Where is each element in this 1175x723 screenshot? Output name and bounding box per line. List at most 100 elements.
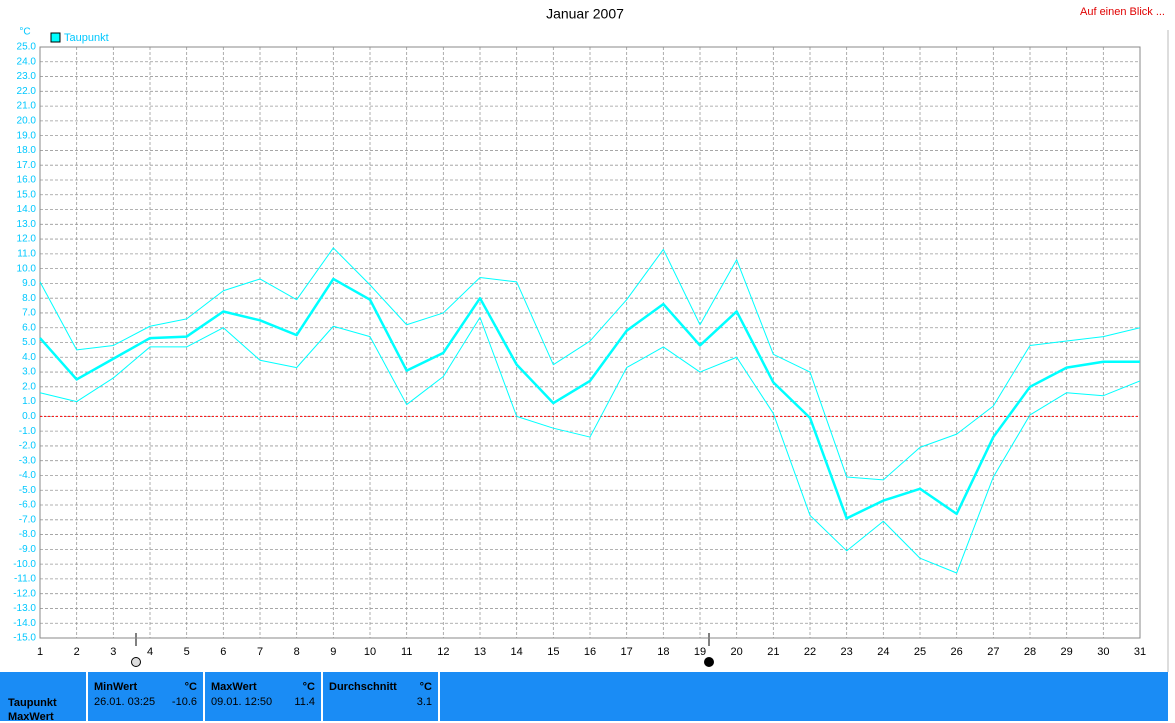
x-tick-label: 24: [877, 646, 889, 658]
y-tick-label: 12.0: [17, 234, 37, 245]
y-tick-label: 25.0: [17, 42, 37, 53]
x-tick-label: 12: [437, 646, 449, 658]
y-tick-label: -6.0: [19, 500, 37, 511]
x-tick-label: 15: [547, 646, 559, 658]
x-tick-label: 30: [1097, 646, 1109, 658]
full-moon-icon: [131, 657, 141, 667]
y-tick-label: -12.0: [13, 588, 36, 599]
x-tick-label: 14: [511, 646, 523, 658]
y-tick-label: -10.0: [13, 559, 36, 570]
x-tick-label: 29: [1061, 646, 1073, 658]
y-tick-label: 23.0: [17, 71, 37, 82]
y-tick-label: 24.0: [17, 56, 37, 67]
y-tick-label: 11.0: [17, 248, 36, 259]
x-tick-label: 8: [294, 646, 300, 658]
plot-area: [39, 46, 1141, 639]
overview-link[interactable]: Auf einen Blick ...: [1080, 6, 1165, 18]
x-tick-label: 28: [1024, 646, 1036, 658]
time: 26.01. 03:25: [94, 696, 156, 708]
x-tick-label: 25: [914, 646, 926, 658]
x-tick-label: 5: [184, 646, 190, 658]
series-line: [39, 277, 1140, 520]
series-max-line: [39, 247, 1141, 481]
y-tick-label: 19.0: [17, 130, 37, 141]
y-tick-label: 13.0: [17, 219, 37, 230]
x-tick-label: 18: [657, 646, 669, 658]
y-tick-label: 20.0: [17, 116, 37, 127]
value: -10.6: [171, 696, 197, 708]
x-tick-label: 26: [951, 646, 963, 658]
row-label-cell: Taupunkt MaxWert: [0, 672, 88, 723]
y-tick-label: -15.0: [13, 633, 36, 644]
y-tick-label: 21.0: [17, 101, 37, 112]
x-tick-label: 19: [694, 646, 706, 658]
column-title: Durchschnitt: [329, 681, 397, 693]
x-tick-label: 22: [804, 646, 816, 658]
plot-frame: [39, 46, 1141, 639]
x-tick-label: 10: [364, 646, 376, 658]
x-tick-label: 7: [257, 646, 263, 658]
x-tick-label: 17: [621, 646, 633, 658]
column-title: MinWert: [94, 681, 138, 693]
x-tick-label: 11: [401, 646, 412, 658]
x-tick-label: 16: [584, 646, 596, 658]
y-tick-label: 16.0: [17, 175, 37, 186]
x-tick-label: 27: [987, 646, 999, 658]
legend-label: Taupunkt: [64, 32, 109, 44]
y-tick-label: 10.0: [17, 263, 37, 274]
y-tick-label: -9.0: [19, 544, 37, 555]
y-tick-label: 18.0: [17, 145, 37, 156]
x-tick-label: 2: [74, 646, 80, 658]
value: 3.1: [416, 696, 432, 708]
x-tick-label: 6: [220, 646, 226, 658]
column-unit: °C: [302, 681, 315, 693]
column-title: MaxWert: [211, 681, 257, 693]
y-tick-label: 7.0: [22, 308, 36, 319]
y-tick-label: 15.0: [17, 189, 37, 200]
column-unit: °C: [419, 681, 432, 693]
avg-cell: Durchschnitt °C 3.1: [323, 672, 440, 721]
column-unit: °C: [184, 681, 197, 693]
x-tick-label: 13: [474, 646, 486, 658]
y-tick-label: -3.0: [19, 455, 37, 466]
x-tick-label: 4: [147, 646, 153, 658]
x-tick-label: 23: [841, 646, 853, 658]
min-cell: MinWert °C 26.01. 03:25 -10.6: [88, 672, 205, 721]
chart: Januar 2007 Auf einen Blick ... °C Taupu…: [13, 6, 1169, 672]
y-tick-label: 8.0: [22, 293, 36, 304]
y-tick-label: -11.0: [14, 574, 36, 585]
y-tick-label: 2.0: [22, 381, 36, 392]
y-tick-label: 5.0: [22, 337, 36, 348]
new-moon-icon: [704, 657, 714, 667]
y-tick-label: 6.0: [22, 322, 36, 333]
x-tick-label: 1: [37, 646, 43, 658]
y-tick-label: -2.0: [19, 441, 37, 452]
x-tick-label: 31: [1134, 646, 1146, 658]
value: 11.4: [294, 696, 315, 708]
y-tick-label: -4.0: [19, 470, 37, 481]
x-tick-label: 20: [731, 646, 743, 658]
x-tick-label: 21: [767, 646, 779, 658]
time: 09.01. 12:50: [211, 696, 273, 708]
y-tick-label: 9.0: [22, 278, 36, 289]
summary-bar: Taupunkt MaxWert MinWert °C 26.01. 03:25…: [0, 672, 1168, 723]
y-tick-label: 0.0: [22, 411, 36, 422]
y-tick-label: 1.0: [22, 396, 36, 407]
y-tick-label: 4.0: [22, 352, 36, 363]
max-cell: MaxWert °C 09.01. 12:50 11.4: [205, 672, 323, 721]
y-tick-label: 3.0: [22, 367, 36, 378]
chart-title: Januar 2007: [546, 6, 624, 22]
y-tick-label: 14.0: [17, 204, 37, 215]
y-tick-label: -7.0: [19, 514, 37, 525]
legend-swatch: [50, 32, 61, 43]
x-tick-label: 9: [330, 646, 336, 658]
y-tick-label: -5.0: [19, 485, 37, 496]
legend: Taupunkt: [50, 32, 109, 44]
y-tick-label: -13.0: [13, 603, 36, 614]
x-tick-label: 3: [110, 646, 116, 658]
row-label: MaxWert: [8, 711, 54, 723]
y-tick-label: 17.0: [17, 160, 37, 171]
y-tick-label: -8.0: [19, 529, 37, 540]
y-tick-label: -14.0: [13, 618, 36, 629]
